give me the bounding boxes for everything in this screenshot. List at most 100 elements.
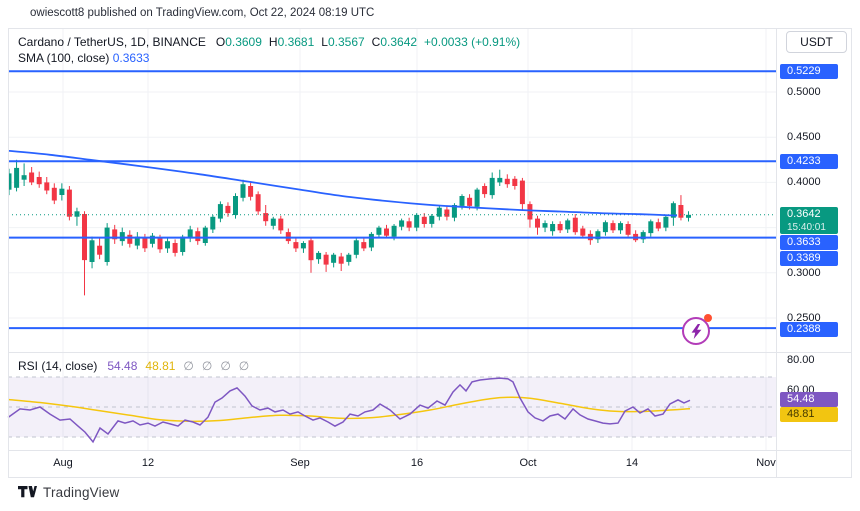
candle-body <box>142 238 148 249</box>
candle-body <box>686 214 691 218</box>
candle-body <box>165 241 170 249</box>
axis-label: 0.5000 <box>787 85 821 98</box>
axis-label: 80.00 <box>787 353 815 366</box>
axis-price-tag: 0.5229 <box>780 63 838 79</box>
tradingview-logo[interactable]: TradingView <box>18 485 120 500</box>
hidden-value-marker: ∅ <box>220 359 231 373</box>
current-price-tag: 0.3642 15:40:01 <box>780 206 838 234</box>
candle-body <box>384 228 389 236</box>
currency-toggle-button[interactable]: USDT <box>786 31 847 53</box>
candle-body <box>29 172 35 183</box>
candle-body <box>557 224 563 231</box>
candle-body <box>149 235 155 244</box>
candle-body <box>368 233 374 248</box>
sma-line[interactable] <box>8 149 678 217</box>
axis-price-tag: 48.81 <box>780 406 838 422</box>
candle-body <box>202 227 208 243</box>
candle-body <box>278 218 284 231</box>
candle-body <box>172 243 178 253</box>
candle-body <box>640 232 646 240</box>
candle-body <box>670 203 676 218</box>
candle-body <box>595 231 601 240</box>
tradingview-logo-text: TradingView <box>43 485 120 500</box>
candle-body <box>157 237 163 250</box>
sma-value: 0.3633 <box>112 51 150 65</box>
rsi-line[interactable] <box>7 377 691 444</box>
candle-body <box>187 229 193 239</box>
hidden-values: ∅ ∅ ∅ ∅ <box>175 359 249 373</box>
axis-label: 0.2500 <box>787 311 821 324</box>
candle-body <box>391 225 397 237</box>
candle-body <box>436 207 442 217</box>
candle-body <box>648 221 654 234</box>
candle-body <box>429 215 435 224</box>
candle-body <box>399 220 405 227</box>
candle-body <box>474 189 480 207</box>
candle-body <box>293 242 299 249</box>
rsi-label: RSI (14, close) <box>18 359 98 373</box>
candle-body <box>406 221 412 228</box>
candle-body <box>323 254 329 265</box>
candle-body <box>625 224 631 235</box>
candle-body <box>489 177 495 196</box>
candle-body <box>467 197 473 206</box>
candle-body <box>66 189 72 217</box>
rsi-value: 54.48 <box>107 359 138 373</box>
ohlc-o: O0.3609 <box>215 35 262 49</box>
candle-body <box>527 204 533 220</box>
axis-price-tag: 0.3633 <box>780 234 838 250</box>
candle-body <box>618 223 623 231</box>
hidden-value-marker: ∅ <box>238 359 250 373</box>
candle-body <box>678 205 684 218</box>
candle-body <box>316 252 322 260</box>
candle-body <box>134 236 140 246</box>
axis-label: 0.3000 <box>787 266 821 279</box>
lightning-icon <box>691 323 701 339</box>
widget-frame <box>8 28 852 478</box>
ohlc-c: C0.3642 <box>371 35 418 49</box>
candle-body <box>572 217 578 233</box>
rsi-ma-line[interactable] <box>7 396 691 423</box>
candle-body <box>255 194 261 212</box>
rsi-legend: RSI (14, close) 54.48 48.81 ∅ ∅ ∅ ∅ <box>18 359 249 373</box>
axis-label: 0.4500 <box>787 130 821 143</box>
axis-price-tag: 0.2388 <box>780 321 838 337</box>
candle-body <box>361 242 367 249</box>
candle-body <box>444 209 450 217</box>
candle-body <box>97 245 103 255</box>
candle-body <box>36 177 42 185</box>
notification-dot <box>704 314 712 322</box>
hidden-value-marker: ∅ <box>183 359 194 373</box>
candle-body <box>74 211 80 217</box>
candle-body <box>346 254 352 262</box>
time-axis-label: Oct <box>519 457 537 469</box>
candle-body <box>248 186 254 197</box>
ohlc-h: H0.3681 <box>268 35 315 49</box>
candle-body <box>542 223 548 228</box>
candle-body <box>331 254 337 263</box>
candle-body <box>519 180 525 205</box>
flash-idea-button[interactable] <box>682 314 712 345</box>
candle-body <box>308 240 314 261</box>
ohlc-l: L0.3567 <box>321 35 365 49</box>
time-axis-label: 12 <box>141 457 155 469</box>
axis-price-tag: 0.4233 <box>780 153 838 169</box>
publish-info: owiescott8 published on TradingView.com,… <box>30 7 375 19</box>
candle-body <box>610 223 616 231</box>
candle-body <box>565 220 571 230</box>
change-value: +0.0033 (+0.91%) <box>424 35 521 49</box>
candle-body <box>459 196 465 206</box>
axis-price-tag: 54.48 <box>780 391 838 407</box>
candle-body <box>44 182 50 191</box>
axis-price-tag: 0.3389 <box>780 250 838 266</box>
candle-body <box>535 218 540 228</box>
sma-label: SMA (100, close) <box>18 51 110 65</box>
time-axis-label: Nov <box>756 457 776 469</box>
tradingview-mark-icon <box>18 485 37 497</box>
candle-body <box>263 213 269 222</box>
current-price-value: 0.3642 <box>787 207 821 220</box>
hidden-value-marker: ∅ <box>201 359 213 373</box>
candle-body <box>602 222 608 233</box>
candle-body <box>59 188 65 195</box>
